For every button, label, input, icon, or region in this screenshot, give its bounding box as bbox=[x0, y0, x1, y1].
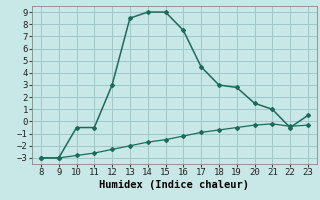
X-axis label: Humidex (Indice chaleur): Humidex (Indice chaleur) bbox=[100, 180, 249, 190]
